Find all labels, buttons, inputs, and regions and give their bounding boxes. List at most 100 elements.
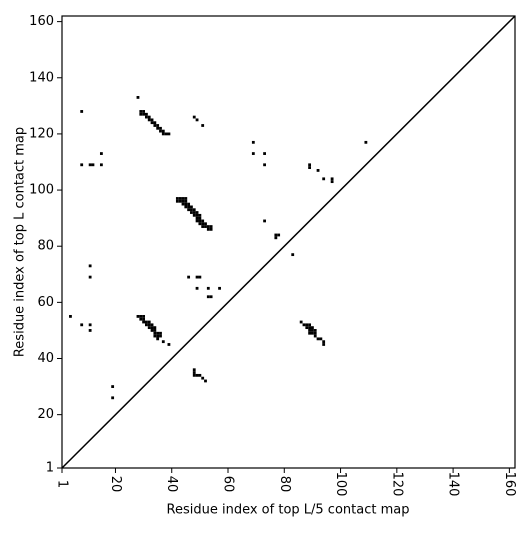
contact-point (291, 253, 295, 257)
x-tick-label: 100 (333, 472, 348, 497)
contact-point (99, 163, 103, 167)
contact-point (150, 326, 154, 330)
contact-point (195, 286, 199, 290)
contact-point (136, 314, 140, 318)
contact-point (111, 396, 115, 400)
contact-point (111, 385, 115, 388)
contact-point (198, 219, 202, 223)
contact-point (192, 373, 196, 377)
contact-point (136, 96, 140, 99)
contact-point (206, 227, 210, 231)
contact-point (192, 368, 196, 372)
contact-point (218, 286, 221, 290)
x-tick-label: 80 (277, 476, 292, 493)
contact-point (161, 129, 165, 133)
contact-point (175, 199, 179, 203)
contact-point (190, 208, 193, 212)
contact-point (139, 317, 143, 321)
contact-point (184, 197, 188, 200)
y-tick-label: 1 (46, 461, 54, 476)
contact-point (330, 177, 334, 181)
contact-point (195, 373, 199, 377)
contact-point (305, 326, 309, 330)
contact-point (206, 225, 210, 228)
contact-point (184, 199, 188, 203)
contact-point (198, 216, 202, 220)
contact-point (156, 331, 160, 335)
contact-point (145, 323, 148, 327)
contact-point (69, 314, 72, 318)
contact-point (198, 213, 202, 217)
contact-point (364, 140, 368, 144)
contact-point (159, 331, 162, 335)
contact-point (153, 331, 157, 335)
contact-point (308, 331, 312, 335)
plot-frame (61, 15, 516, 469)
contact-point (187, 205, 191, 209)
x-tick-label: 160 (502, 472, 517, 497)
contact-point (156, 337, 160, 341)
contact-point (147, 320, 151, 324)
contact-point (184, 205, 188, 209)
contact-point (204, 225, 207, 228)
contact-point (190, 205, 193, 209)
contact-point (88, 329, 92, 332)
contact-point (195, 211, 199, 214)
contact-point (181, 202, 185, 206)
contact-point (153, 326, 157, 330)
contact-point (142, 314, 146, 318)
x-tick-label: 20 (108, 476, 123, 493)
contact-point (88, 163, 92, 167)
contact-point (263, 152, 266, 155)
contact-point (195, 275, 199, 279)
contact-point (147, 326, 151, 330)
contact-point (308, 326, 312, 330)
contact-point (156, 126, 160, 130)
x-tick-label: 1 (55, 480, 70, 488)
contact-point (142, 110, 146, 113)
contact-point (299, 320, 303, 324)
contact-point (159, 126, 162, 130)
contact-point (99, 152, 103, 155)
contact-point (153, 334, 157, 338)
contact-point (195, 118, 199, 122)
contact-point (313, 334, 317, 338)
contact-point (145, 112, 148, 116)
contact-point (330, 180, 334, 184)
contact-point (308, 323, 312, 327)
contact-point (277, 233, 281, 237)
contact-point (139, 110, 143, 113)
contact-point (209, 225, 213, 228)
contact-point (201, 124, 205, 127)
contact-point (139, 112, 143, 116)
contact-point (139, 314, 143, 318)
contact-point (153, 329, 157, 332)
contact-point (263, 163, 266, 167)
contact-point (263, 219, 266, 223)
contact-point (192, 115, 196, 119)
contact-point (187, 208, 191, 212)
contact-point (209, 227, 213, 231)
contact-point (159, 334, 162, 338)
contact-point (147, 118, 151, 122)
contact-point (142, 112, 146, 116)
contact-point (201, 376, 205, 380)
contact-point (201, 219, 205, 223)
contact-point (198, 275, 202, 279)
contact-point (181, 199, 185, 203)
contact-point (187, 202, 191, 206)
y-tick-label: 80 (37, 239, 54, 254)
contact-point (274, 236, 278, 240)
contact-point (161, 340, 165, 344)
contact-point (142, 317, 146, 321)
y-tick-label: 40 (37, 351, 54, 366)
x-tick-label: 40 (164, 476, 179, 493)
contact-point (175, 197, 179, 200)
contact-point (308, 166, 312, 170)
contact-point (201, 222, 205, 226)
contact-point (80, 323, 84, 327)
contact-point (302, 323, 306, 327)
x-tick-label: 120 (389, 472, 404, 497)
contact-point (204, 379, 207, 383)
contact-point (305, 323, 309, 327)
